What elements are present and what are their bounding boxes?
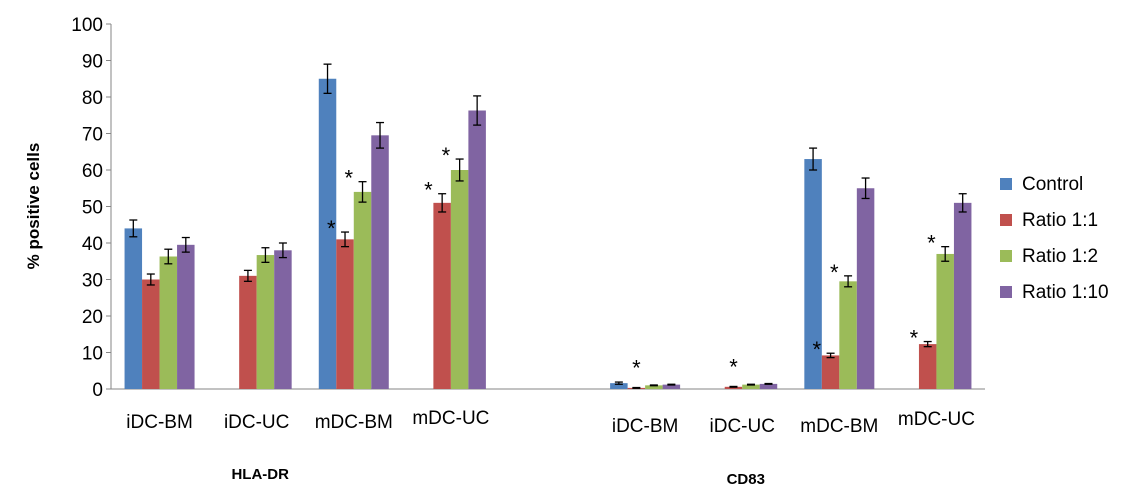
bar bbox=[936, 253, 954, 389]
significance-marker: * bbox=[344, 166, 353, 191]
bar bbox=[256, 255, 275, 389]
bar bbox=[918, 344, 937, 389]
legend-swatch bbox=[1000, 250, 1012, 262]
bar bbox=[742, 384, 760, 389]
y-tick-label: 70 bbox=[82, 125, 103, 146]
legend-label: Control bbox=[1022, 174, 1083, 195]
y-tick-label: 20 bbox=[82, 307, 103, 328]
bar bbox=[645, 385, 663, 389]
bar bbox=[318, 78, 337, 389]
significance-marker: * bbox=[729, 354, 738, 379]
legend-label: Ratio 1:1 bbox=[1022, 210, 1098, 231]
significance-marker: * bbox=[813, 337, 822, 362]
y-tick-label: 80 bbox=[82, 88, 103, 109]
bar bbox=[274, 250, 292, 389]
bar bbox=[159, 256, 178, 389]
x-category-label: mDC-BM bbox=[315, 412, 393, 433]
legend-label: Ratio 1:2 bbox=[1022, 246, 1098, 267]
x-category-label: iDC-BM bbox=[126, 412, 193, 433]
group-label: HLA-DR bbox=[231, 466, 289, 483]
bar bbox=[124, 228, 143, 389]
legend-label: Ratio 1:10 bbox=[1022, 282, 1109, 303]
y-tick-label: 30 bbox=[82, 271, 103, 292]
legend-swatch bbox=[1000, 214, 1012, 226]
x-category-label: mDC-UC bbox=[898, 409, 975, 430]
significance-marker: * bbox=[424, 178, 433, 203]
bar bbox=[450, 170, 469, 389]
y-axis-label: % positive cells bbox=[24, 143, 43, 270]
y-tick-label: 0 bbox=[92, 380, 103, 401]
significance-marker: * bbox=[927, 231, 936, 256]
bar bbox=[804, 159, 822, 389]
significance-marker: * bbox=[632, 356, 641, 381]
legend: Control Ratio 1:1 Ratio 1:2 Ratio 1:10 bbox=[1000, 174, 1109, 303]
bar bbox=[468, 110, 486, 389]
bar bbox=[759, 383, 778, 389]
y-tick-label: 50 bbox=[82, 198, 103, 219]
legend-swatch bbox=[1000, 178, 1012, 190]
y-tick-label: 40 bbox=[82, 234, 103, 255]
significance-marker: * bbox=[830, 260, 839, 285]
x-category-label: mDC-UC bbox=[412, 408, 489, 429]
bar bbox=[142, 279, 160, 389]
plot-area: 0 10 20 30 40 50 60 70 80 90 100 iDC-BM iDC-UC mDC-BM… bbox=[71, 15, 985, 488]
significance-marker: * bbox=[442, 143, 451, 168]
bar bbox=[724, 386, 743, 389]
legend-swatch bbox=[1000, 286, 1012, 298]
bar bbox=[353, 191, 372, 389]
y-tick-label: 100 bbox=[71, 15, 103, 36]
bar bbox=[239, 275, 257, 389]
x-category-label: iDC-UC bbox=[710, 416, 775, 437]
bar bbox=[336, 239, 354, 389]
y-tick-label: 90 bbox=[82, 52, 103, 73]
y-tick-label: 10 bbox=[82, 344, 103, 365]
bar bbox=[610, 383, 628, 389]
x-category-label: iDC-BM bbox=[612, 416, 679, 437]
x-category-label: mDC-BM bbox=[800, 416, 878, 437]
bar bbox=[821, 355, 840, 389]
group-label: CD83 bbox=[727, 471, 765, 488]
significance-marker: * bbox=[327, 216, 336, 241]
bar bbox=[371, 135, 389, 389]
bar bbox=[177, 244, 195, 389]
bar bbox=[839, 281, 857, 389]
bar bbox=[856, 188, 875, 389]
x-category-label: iDC-UC bbox=[224, 412, 289, 433]
bar bbox=[953, 202, 972, 389]
bar bbox=[433, 202, 451, 389]
significance-marker: * bbox=[910, 326, 919, 351]
bar bbox=[662, 384, 681, 389]
y-tick-label: 60 bbox=[82, 161, 103, 182]
